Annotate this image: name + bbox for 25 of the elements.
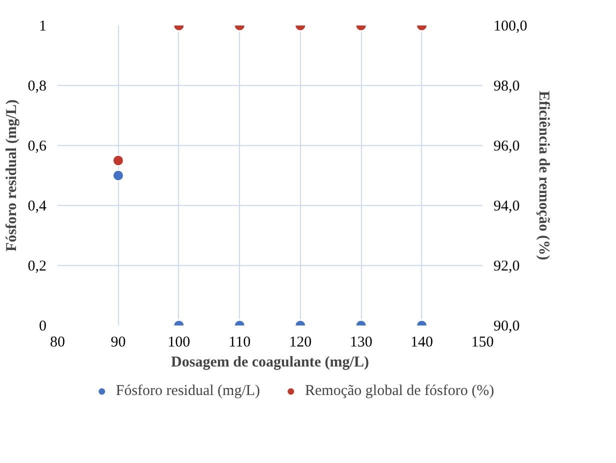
y2-tick-label: 98,0 [494, 78, 520, 94]
legend-label: Fósforo residual (mg/L) [116, 382, 260, 400]
x-tick-label: 120 [289, 334, 312, 350]
legend-label: Remoção global de fósforo (%) [305, 382, 494, 400]
x-tick-label: 150 [471, 334, 494, 350]
x-tick-label: 90 [110, 334, 126, 350]
y-tick-label: 0,6 [28, 138, 47, 154]
x-tick-label: 80 [50, 334, 65, 350]
x-tick-label: 130 [350, 334, 372, 350]
y-tick-label: 0,2 [28, 258, 46, 274]
y-tick-label: 0,4 [28, 198, 47, 214]
y2-tick-label: 96,0 [494, 138, 520, 154]
x-tick-label: 100 [168, 334, 190, 350]
y-axis-title: Fósforo residual (mg/L) [4, 100, 20, 252]
x-tick-label: 140 [410, 334, 434, 350]
y2-tick-label: 92,0 [494, 258, 520, 274]
y-tick-label: 0 [39, 318, 46, 334]
y2-tick-label: 94,0 [494, 198, 520, 214]
y2-tick-label: 100,0 [494, 18, 528, 34]
y2-tick-label: 90,0 [494, 318, 520, 334]
x-tick-label: 110 [228, 334, 251, 350]
y2-axis-title: Eficiência de remoção (%) [535, 90, 552, 260]
x-axis-title: Dosagem de coagulante (mg/L) [171, 354, 369, 370]
y-tick-label: 1 [39, 18, 46, 34]
y-tick-label: 0,8 [28, 78, 46, 94]
